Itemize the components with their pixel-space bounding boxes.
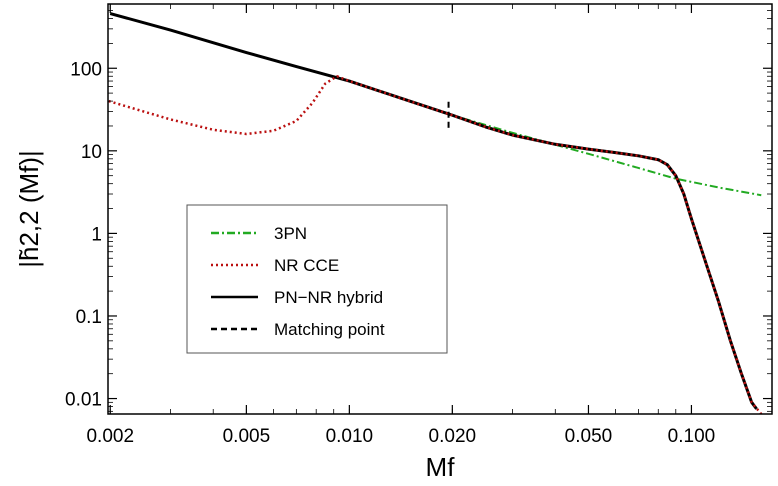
- x-tick-label: 0.002: [86, 426, 134, 447]
- x-tick-label: 0.020: [429, 426, 477, 447]
- y-tick-label: 10: [81, 142, 102, 163]
- y-tick-label: 1: [91, 224, 102, 245]
- ticks-layer: 0.002 0.005 0.010 0.020 0.050 0.100 0.01 0.1 1 10…: [65, 3, 772, 447]
- series-layer: [108, 12, 763, 414]
- legend: 3PN NR CCE PN−NR hybrid Matching point: [186, 204, 448, 354]
- y-axis-label: |h̃2,2 (Mf)|: [14, 150, 44, 268]
- legend-box: [186, 204, 448, 354]
- legend-label: Matching point: [274, 320, 385, 339]
- series-line-nr-cce: [108, 75, 763, 414]
- plot-frame: [107, 3, 773, 415]
- x-tick-label: 0.100: [668, 426, 716, 447]
- legend-label: NR CCE: [274, 256, 339, 275]
- legend-label: PN−NR hybrid: [274, 288, 383, 307]
- y-tick-label: 100: [70, 59, 102, 80]
- x-axis-label: Mf: [426, 452, 456, 482]
- legend-label: 3PN: [274, 224, 307, 243]
- y-tick-label: 0.01: [65, 390, 102, 411]
- x-tick-label: 0.005: [223, 426, 271, 447]
- y-tick-label: 0.1: [76, 307, 102, 328]
- x-tick-label: 0.010: [326, 426, 374, 447]
- x-tick-label: 0.050: [565, 426, 613, 447]
